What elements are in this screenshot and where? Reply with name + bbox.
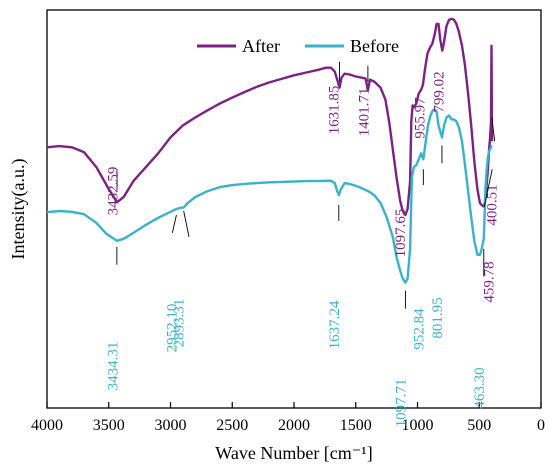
- x-tick-label-2500: 2500: [216, 417, 248, 434]
- peak-label-459.78: 459.78: [482, 261, 498, 302]
- legend-label-after: After: [242, 36, 280, 56]
- peak-label-1097.65: 1097.65: [393, 209, 409, 258]
- peak-label-400.51: 400.51: [485, 184, 501, 225]
- peak-label-1631.85: 1631.85: [327, 86, 343, 135]
- peak-label-952.84: 952.84: [411, 308, 427, 350]
- x-tick-label-3000: 3000: [155, 417, 187, 434]
- x-tick-label-2000: 2000: [278, 417, 310, 434]
- peak-label-955.97: 955.97: [412, 97, 428, 139]
- peak-label-799.02: 799.02: [431, 71, 447, 112]
- peak-label-2952.10: 2952.10: [164, 304, 180, 353]
- x-axis-title: Wave Number [cm⁻¹]: [215, 443, 372, 463]
- peak-leader-400.51: [491, 117, 496, 142]
- x-tick-label-0: 0: [537, 417, 545, 434]
- y-axis-title: Intensity(a.u.): [8, 159, 29, 260]
- x-ticks: 4000 3500 3000 2500 2000 1500 1000 500 0: [31, 402, 545, 434]
- peak-label-2893.31: 2893.31: [172, 299, 188, 348]
- x-tick-label-4000: 4000: [31, 417, 63, 434]
- x-tick-label-1500: 1500: [340, 417, 372, 434]
- legend-label-before: Before: [350, 36, 399, 56]
- x-tick-label-1000: 1000: [402, 417, 434, 434]
- series-line-before: [46, 108, 493, 284]
- series-layer: [46, 17, 494, 284]
- peak-label-1637.24: 1637.24: [327, 300, 343, 349]
- x-tick-label-3500: 3500: [93, 417, 125, 434]
- peak-label-3432.59: 3432.59: [105, 167, 121, 216]
- x-tick-label-500: 500: [467, 417, 491, 434]
- peak-label-1401.71: 1401.71: [356, 88, 372, 137]
- peak-label-801.95: 801.95: [430, 297, 446, 338]
- peak-leader-2893.31: [183, 210, 190, 237]
- peak-leader-459.78: [483, 169, 493, 208]
- peak-leader-2952.10: [171, 214, 177, 233]
- peak-label-3434.31: 3434.31: [105, 342, 121, 391]
- series-line-after: [46, 17, 494, 217]
- peak-label-1097.71: 1097.71: [394, 379, 410, 428]
- annotation-layer: 3432.59 1631.85 1401.71 1097.65 955.97799.02…: [105, 61, 501, 428]
- legend: After Before: [197, 36, 399, 56]
- peak-label-463.30: 463.30: [472, 367, 488, 408]
